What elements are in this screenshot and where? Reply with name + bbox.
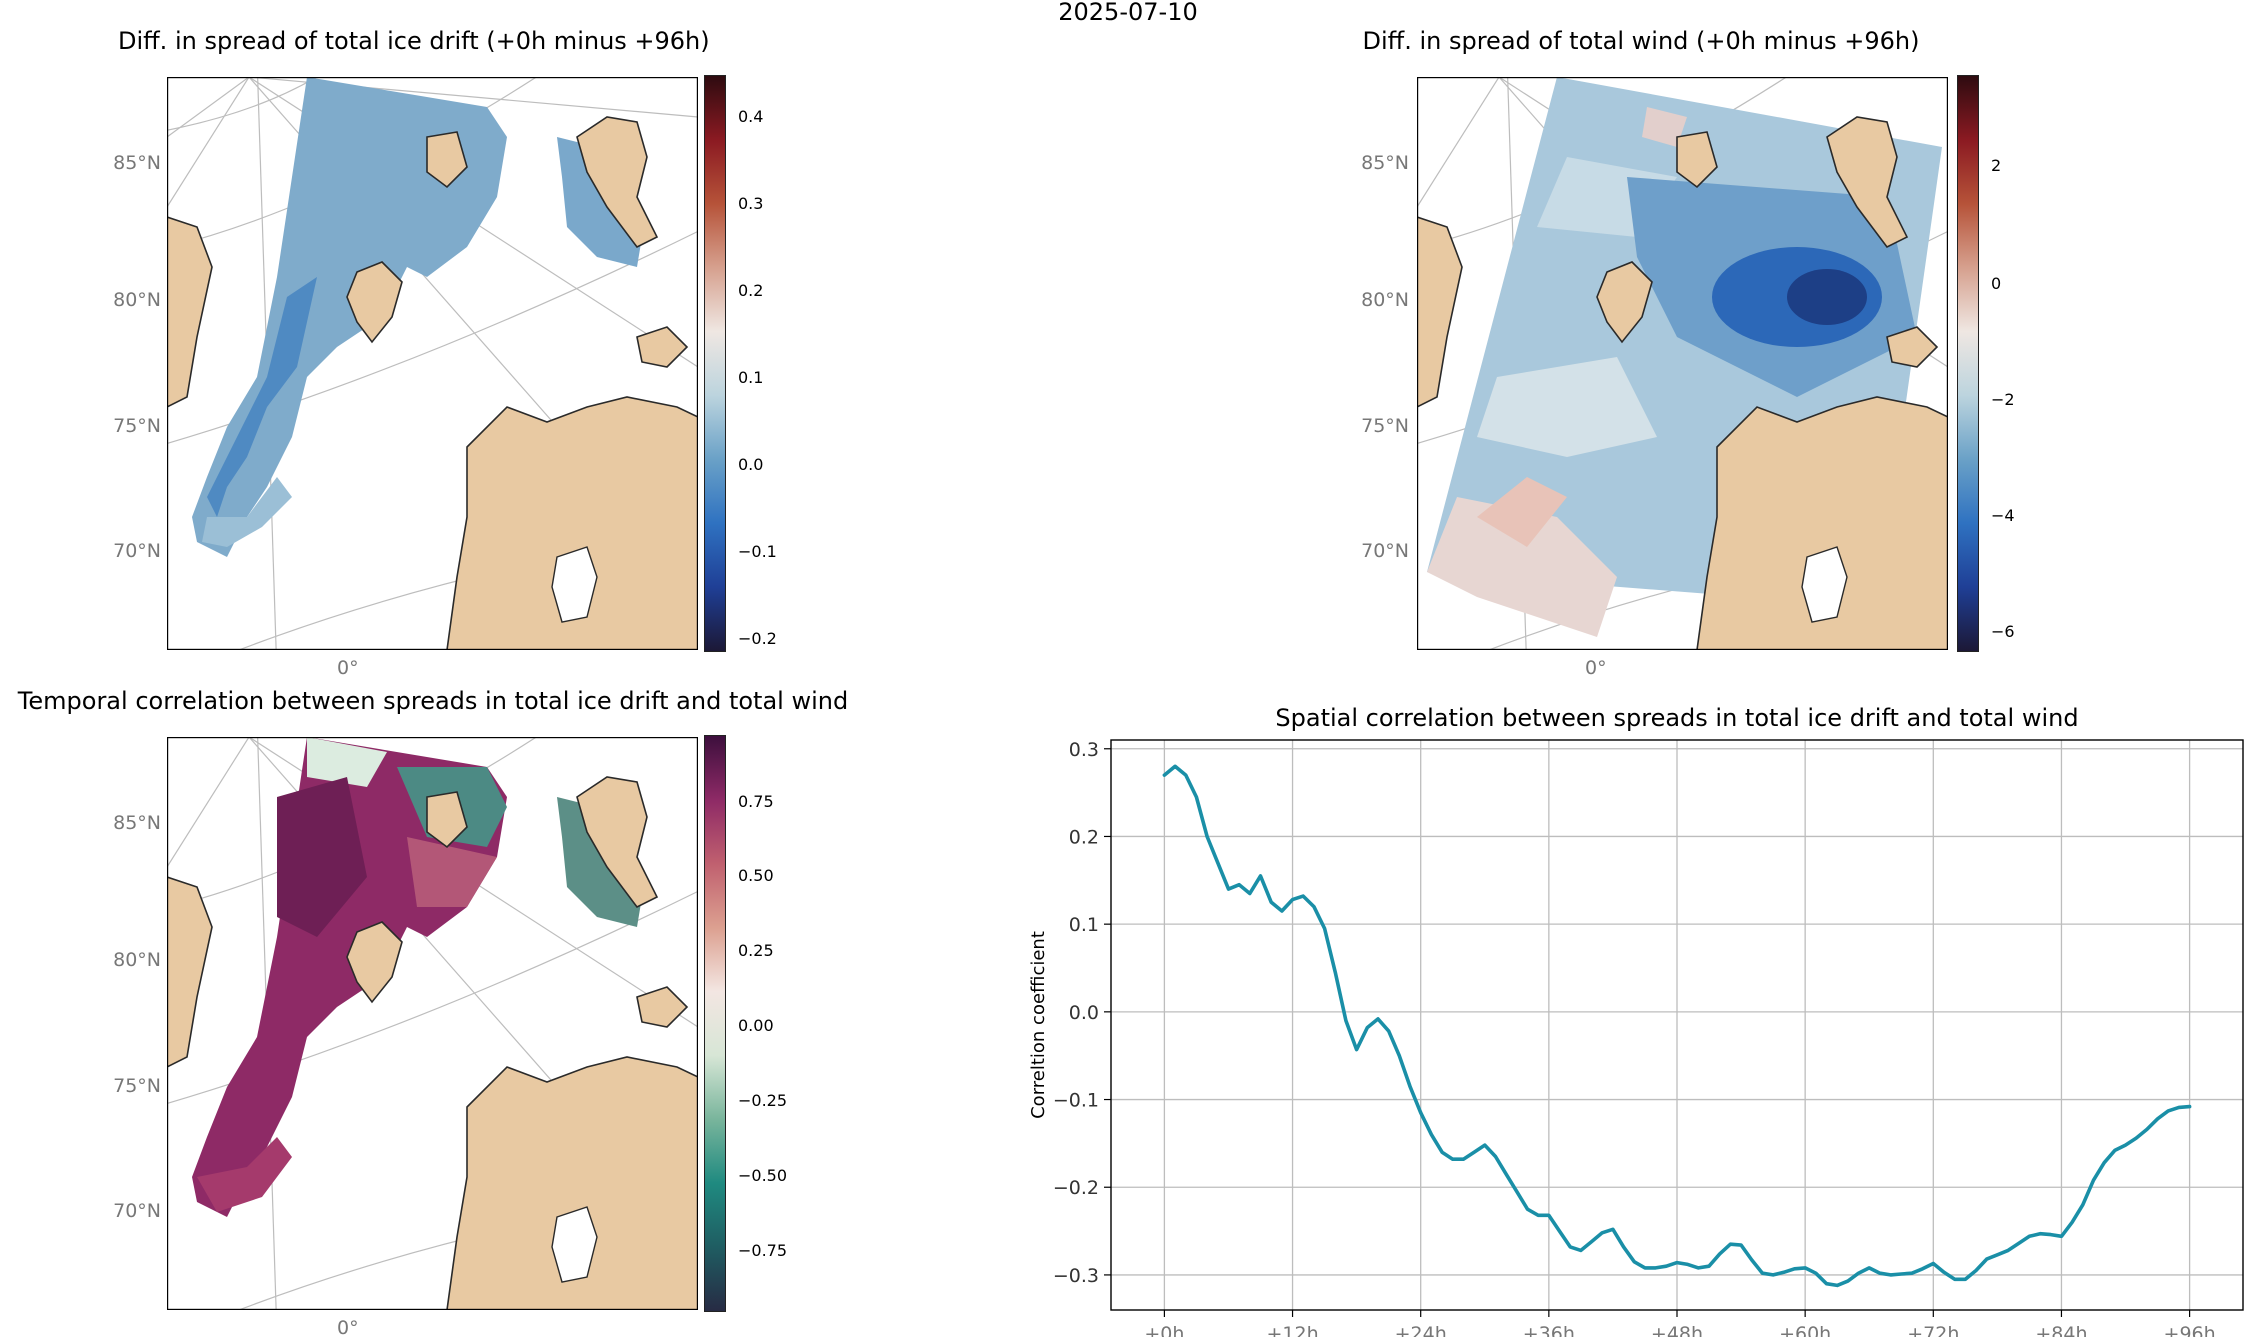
ice-cbar-tick-0.3: 0.3 bbox=[738, 194, 764, 213]
corr-cbar-tick-0.25: 0.25 bbox=[738, 941, 774, 960]
ice-cbar-tick-0.1: 0.1 bbox=[738, 368, 764, 387]
corr-colorbar bbox=[704, 735, 726, 1312]
ice-lat-80: 80°N bbox=[113, 289, 161, 311]
wind-cbar-tick-minus-6: −6 bbox=[1991, 622, 2015, 641]
wind-map bbox=[1417, 77, 1948, 650]
corr-cbar-tick-minus-0.50: −0.50 bbox=[738, 1166, 788, 1185]
corr-lat-80: 80°N bbox=[113, 949, 161, 971]
wind-lat-75: 75°N bbox=[1361, 415, 1409, 437]
wind-cbar-tick-0: 0 bbox=[1991, 274, 2002, 293]
corr-map bbox=[167, 737, 698, 1310]
corr-cbar-tick-minus-0.75: −0.75 bbox=[738, 1241, 788, 1260]
ice-colorbar bbox=[704, 75, 726, 652]
y-tick-label-1: 0.2 bbox=[1069, 826, 1099, 848]
wind-colorbar bbox=[1957, 75, 1979, 652]
series-line-0 bbox=[1162, 764, 2192, 1288]
x-tick-label-0: +0h bbox=[1144, 1323, 1184, 1337]
wind-panel-title: Diff. in spread of total wind (+0h minus… bbox=[1362, 27, 1920, 55]
x-tick-label-8: +96h bbox=[2164, 1323, 2216, 1337]
x-tick-label-4: +48h bbox=[1651, 1323, 1703, 1337]
y-tick-label-0: 0.3 bbox=[1069, 739, 1099, 761]
wind-lon-0: 0° bbox=[1585, 657, 1607, 679]
corr-panel-title: Temporal correlation between spreads in … bbox=[17, 687, 849, 715]
corr-lat-75: 75°N bbox=[113, 1075, 161, 1097]
wind-lat-70: 70°N bbox=[1361, 540, 1409, 562]
x-tick-label-3: +36h bbox=[1523, 1323, 1575, 1337]
ice-lat-70: 70°N bbox=[113, 540, 161, 562]
corr-cbar-tick-0.00: 0.00 bbox=[738, 1016, 774, 1035]
ice-map bbox=[167, 77, 698, 650]
y-tick-label-4: −0.1 bbox=[1053, 1090, 1099, 1112]
x-tick-label-6: +72h bbox=[1907, 1323, 1959, 1337]
ice-cbar-tick-0.4: 0.4 bbox=[738, 107, 764, 126]
wind-cbar-tick-2: 2 bbox=[1991, 156, 2002, 175]
corr-cbar-tick-0.75: 0.75 bbox=[738, 792, 774, 811]
ice-lat-75: 75°N bbox=[113, 415, 161, 437]
ice-cbar-tick-minus-0.2: −0.2 bbox=[738, 629, 777, 648]
ice-lon-0: 0° bbox=[337, 657, 359, 679]
ice-lat-85: 85°N bbox=[113, 152, 161, 174]
ice-cbar-tick-0.2: 0.2 bbox=[738, 281, 764, 300]
x-tick-label-1: +12h bbox=[1266, 1323, 1318, 1337]
wind-lat-85: 85°N bbox=[1361, 152, 1409, 174]
wind-cbar-tick-minus-4: −4 bbox=[1991, 506, 2015, 525]
wind-lat-80: 80°N bbox=[1361, 289, 1409, 311]
y-tick-label-6: −0.3 bbox=[1053, 1265, 1099, 1287]
y-tick-label-3: 0.0 bbox=[1069, 1002, 1099, 1024]
ice-cbar-tick-0.0: 0.0 bbox=[738, 455, 764, 474]
y-axis-label: Correltion coefficient bbox=[1028, 931, 1049, 1119]
corr-cbar-tick-0.50: 0.50 bbox=[738, 866, 774, 885]
y-tick-label-5: −0.2 bbox=[1053, 1177, 1099, 1199]
wind-cbar-tick-minus-2: −2 bbox=[1991, 390, 2015, 409]
y-tick-label-2: 0.1 bbox=[1069, 914, 1099, 936]
chart-title: Spatial correlation between spreads in t… bbox=[1275, 704, 2078, 732]
corr-cbar-tick-minus-0.25: −0.25 bbox=[738, 1091, 788, 1110]
corr-lat-70: 70°N bbox=[113, 1200, 161, 1222]
spatial-correlation-chart: +0h +12h +24h +36h +48h +60h +72h +84h +96h 0.3 0.… bbox=[1028, 704, 2244, 1337]
x-tick-label-5: +60h bbox=[1779, 1323, 1831, 1337]
x-tick-label-7: +84h bbox=[2035, 1323, 2087, 1337]
ice-panel-title: Diff. in spread of total ice drift (+0h … bbox=[118, 27, 710, 55]
corr-lon-0: 0° bbox=[337, 1317, 359, 1339]
figure-date: 2025-07-10 bbox=[1058, 0, 1198, 26]
x-tick-label-2: +24h bbox=[1395, 1323, 1447, 1337]
ice-cbar-tick-minus-0.1: −0.1 bbox=[738, 542, 777, 561]
corr-lat-85: 85°N bbox=[113, 812, 161, 834]
